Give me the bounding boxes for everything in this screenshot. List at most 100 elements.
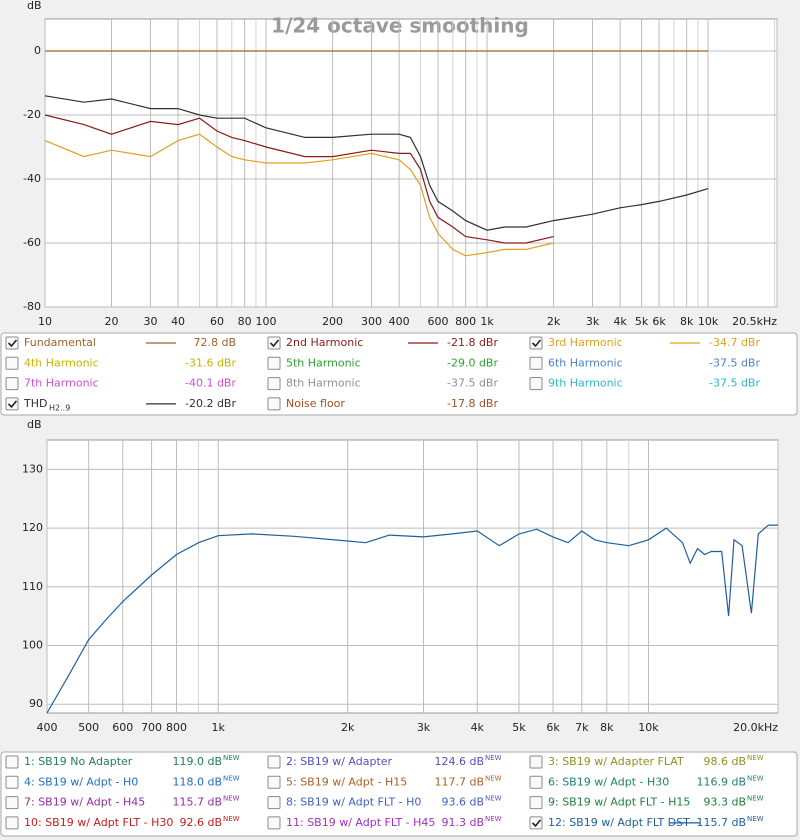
x-tick-label: 700 (141, 721, 162, 734)
legend-tag: NEW (747, 815, 764, 823)
checkbox[interactable] (5, 336, 19, 350)
plot-area (44, 18, 778, 308)
y-tick-label: 130 (22, 462, 43, 475)
legend-readout: 124.6 dB (434, 755, 484, 768)
y-axis-label: dB (27, 0, 42, 12)
checkbox[interactable] (5, 775, 19, 789)
checkmark (269, 339, 280, 348)
legend-readout: -34.7 dBr (709, 336, 760, 349)
legend-readout: 91.3 dB (441, 816, 484, 829)
legend-tag: NEW (747, 774, 764, 782)
x-tick-label: 800 (455, 315, 476, 328)
legend-label: 5th Harmonic (286, 356, 361, 369)
x-tick-label: 400 (389, 315, 410, 328)
x-tick-label: 20.0kHz (733, 721, 778, 734)
legend-readout: 72.8 dB (193, 336, 236, 349)
y-axis-label: dB (27, 418, 42, 431)
legend-tag: NEW (747, 795, 764, 803)
x-tick-label: 1k (212, 721, 226, 734)
x-tick-label: 4k (613, 315, 627, 328)
checkbox[interactable] (267, 356, 281, 370)
checkbox[interactable] (267, 377, 281, 391)
series-line (44, 95, 709, 231)
legend-label: 10: SB19 w/ Adpt FLT - H30 (24, 816, 173, 829)
x-tick-label: 3k (586, 315, 600, 328)
legend-tag: NEW (223, 795, 240, 803)
legend-readout: -40.1 dBr (185, 377, 236, 390)
x-tick-label: 600 (428, 315, 449, 328)
checkbox[interactable] (267, 755, 281, 769)
x-tick-label: 30 (143, 315, 157, 328)
checkbox[interactable] (529, 775, 543, 789)
legend-panel (0, 751, 798, 837)
legend-label: 2nd Harmonic (286, 336, 363, 349)
legend-label: 7th Harmonic (24, 377, 99, 390)
legend-readout: 93.3 dB (703, 796, 746, 809)
checkbox[interactable] (529, 336, 543, 350)
checkbox[interactable] (5, 796, 19, 810)
x-tick-label: 10 (38, 315, 52, 328)
legend-readout: 93.6 dB (441, 796, 484, 809)
checkbox[interactable] (5, 755, 19, 769)
x-tick-label: 5k (512, 721, 526, 734)
series-line (46, 524, 778, 714)
checkmark (7, 339, 18, 348)
y-tick-label: 120 (22, 521, 43, 534)
checkbox[interactable] (529, 377, 543, 391)
legend-readout: -37.5 dBr (447, 377, 498, 390)
legend-label: 7: SB19 w/ Adpt - H45 (24, 796, 145, 809)
x-tick-label: 300 (361, 315, 382, 328)
legend-tag: NEW (485, 795, 502, 803)
checkbox[interactable] (5, 377, 19, 391)
x-tick-label: 8k (600, 721, 614, 734)
legend-readout: -20.2 dBr (185, 397, 236, 410)
x-tick-label: 600 (112, 721, 133, 734)
checkbox[interactable] (5, 816, 19, 830)
legend-label: 2: SB19 w/ Adapter (286, 755, 393, 768)
checkbox[interactable] (529, 816, 543, 830)
x-tick-label: 7k (575, 721, 589, 734)
legend-label: 3rd Harmonic (548, 336, 623, 349)
x-tick-label: 200 (322, 315, 343, 328)
x-tick-label: 800 (166, 721, 187, 734)
chart-title: 1/24 octave smoothing (271, 14, 529, 38)
x-tick-label: 100 (256, 315, 277, 328)
y-tick-label: 100 (22, 638, 43, 651)
x-tick-label: 2k (547, 315, 561, 328)
legend-label: 3: SB19 w/ Adapter FLAT (548, 755, 684, 768)
legend-readout: -37.5 dBr (709, 377, 760, 390)
checkbox[interactable] (267, 796, 281, 810)
y-tick-label: 0 (34, 44, 41, 57)
checkbox[interactable] (5, 356, 19, 370)
legend-tag: NEW (223, 774, 240, 782)
y-tick-label: 90 (29, 697, 43, 710)
checkbox[interactable] (267, 336, 281, 350)
checkbox[interactable] (267, 775, 281, 789)
checkbox[interactable] (529, 356, 543, 370)
checkbox[interactable] (5, 397, 19, 411)
checkmark (7, 400, 18, 409)
checkbox[interactable] (529, 755, 543, 769)
x-tick-label: 3k (417, 721, 431, 734)
legend-label: THD (23, 397, 47, 410)
legend-label: 5: SB19 w/ Adpt - H15 (286, 775, 407, 788)
checkbox[interactable] (267, 397, 281, 411)
checkbox[interactable] (529, 796, 543, 810)
x-tick-label: 400 (37, 721, 58, 734)
legend-readout: 98.6 dB (703, 755, 746, 768)
x-tick-label: 500 (78, 721, 99, 734)
legend-tag: NEW (223, 754, 240, 762)
checkmark (531, 819, 542, 828)
legend-label: 9th Harmonic (548, 377, 623, 390)
legend-label: 12: SB19 w/ Adpt FLT DST (548, 816, 690, 829)
x-tick-label: 20.5kHz (732, 315, 777, 328)
legend-label: 4th Harmonic (24, 356, 99, 369)
checkbox[interactable] (267, 816, 281, 830)
y-tick-label: -20 (23, 108, 41, 121)
legend-label: 8: SB19 w/ Adpt FLT - H0 (286, 796, 421, 809)
legend-label: 9: SB19 w/ Adpt FLT - H15 (548, 796, 690, 809)
legend-label: 8th Harmonic (286, 377, 361, 390)
legend-label-subscript: H2..9 (49, 403, 70, 412)
legend-readout: 116.9 dB (696, 775, 746, 788)
